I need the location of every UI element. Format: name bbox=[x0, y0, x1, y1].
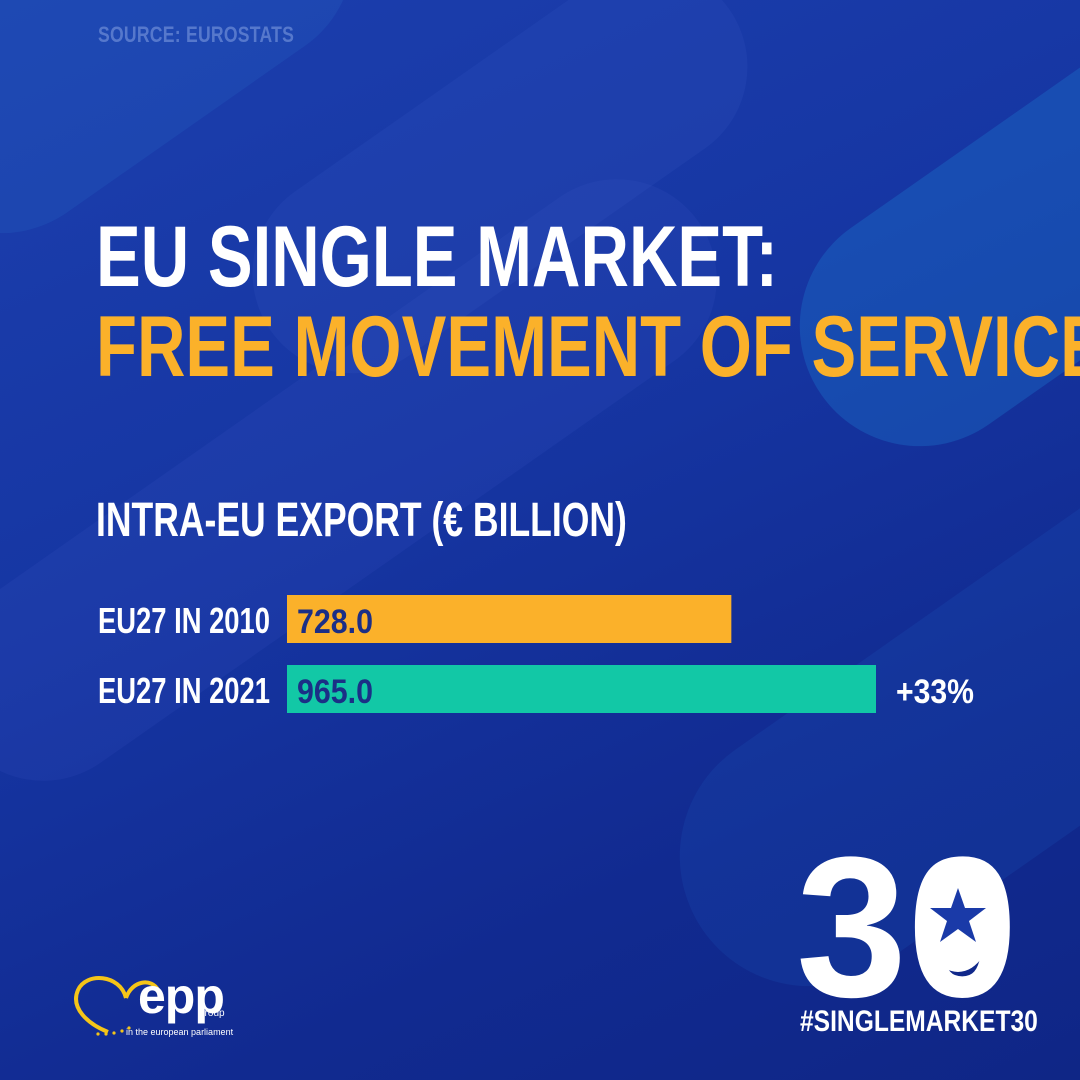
chart-title: INTRA-EU EXPORT (€ BILLION) bbox=[96, 494, 627, 547]
bar bbox=[287, 665, 876, 713]
title-line-1: EU SINGLE MARKET: bbox=[96, 209, 779, 305]
epp-subtitle: in the european parliament bbox=[126, 1027, 234, 1037]
hashtag: #SINGLEMARKET30 bbox=[800, 1005, 1038, 1038]
star-icon bbox=[930, 888, 986, 942]
heart-stars-icon bbox=[74, 976, 160, 1036]
bar bbox=[287, 595, 732, 643]
source-label: SOURCE: EUROSTATS bbox=[98, 22, 295, 47]
page-title: EU SINGLE MARKET: FREE MOVEMENT OF SERVI… bbox=[96, 212, 1080, 392]
title-line-2: FREE MOVEMENT OF SERVICES bbox=[96, 299, 1080, 395]
value-label: 965.0 bbox=[297, 673, 373, 711]
category-label: EU27 IN 2021 bbox=[98, 670, 270, 711]
epp-logo-text: epp bbox=[138, 968, 225, 1024]
growth-annotation: +33% bbox=[896, 673, 974, 711]
category-label: EU27 IN 2010 bbox=[98, 600, 270, 641]
singlemarket30-logo: 30 bbox=[798, 826, 1018, 1006]
epp-group-text: group bbox=[199, 1008, 225, 1019]
value-label: 728.0 bbox=[297, 603, 373, 641]
